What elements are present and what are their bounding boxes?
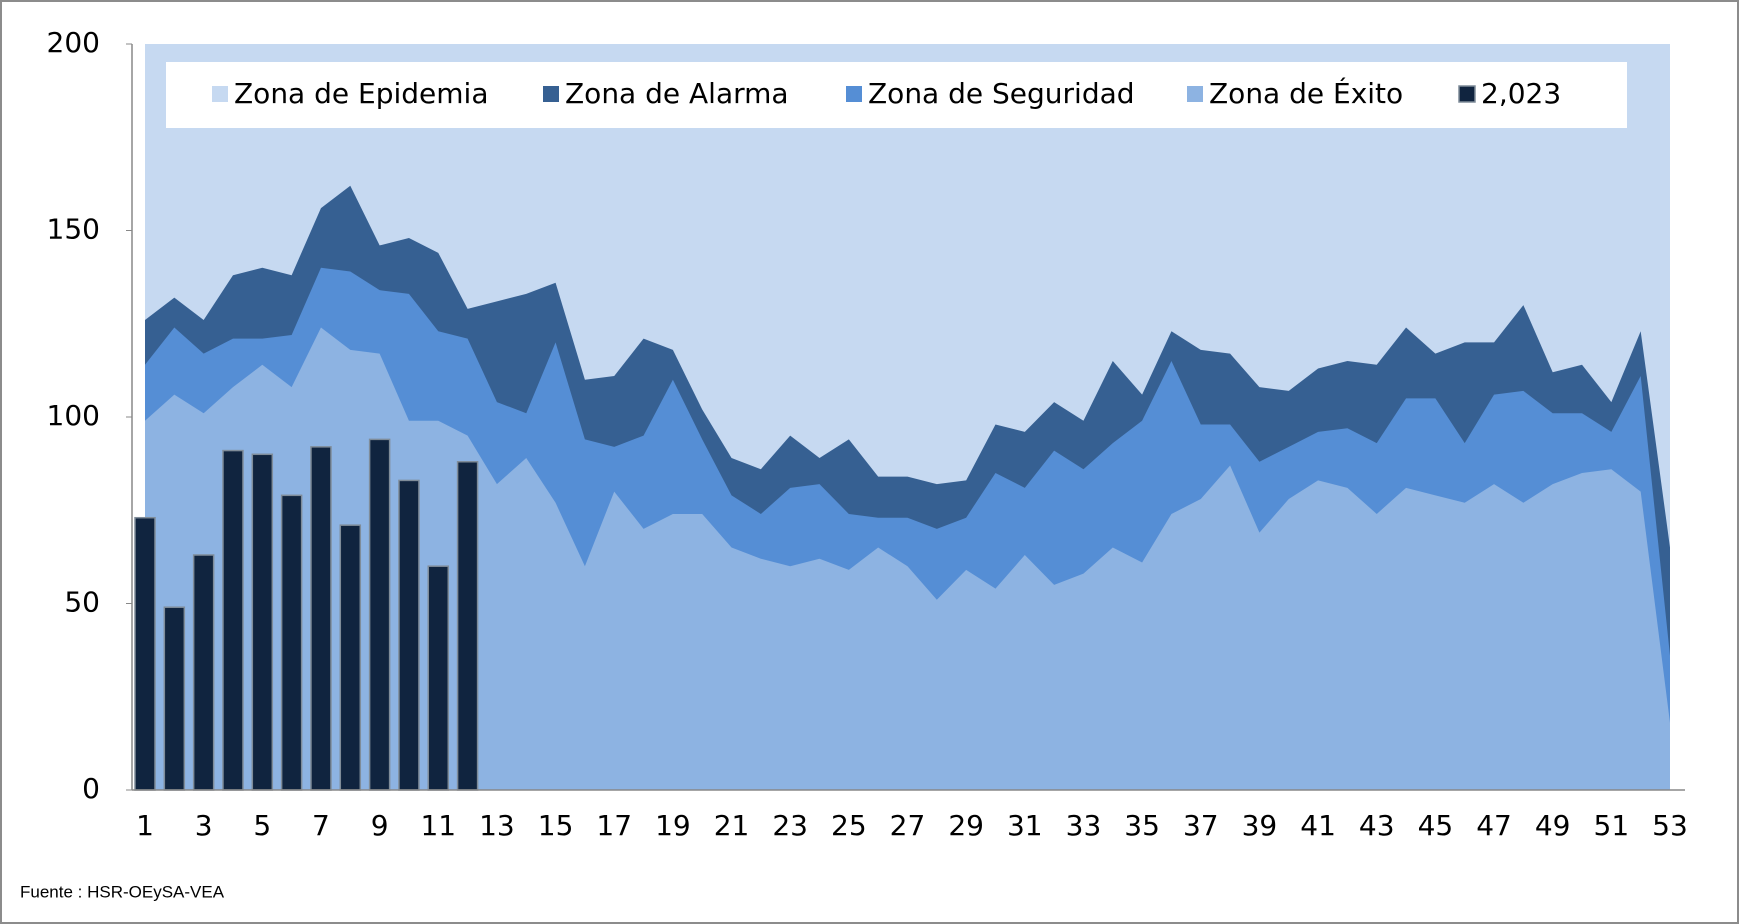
x-tick-label: 45 [1418, 809, 1454, 842]
bar [222, 449, 244, 791]
bar [134, 516, 156, 791]
legend-swatch [846, 86, 862, 102]
legend-swatch [543, 86, 559, 102]
bar [310, 446, 332, 791]
x-tick-label: 29 [948, 809, 984, 842]
legend-swatch [212, 86, 228, 102]
y-tick-label: 100 [47, 399, 100, 432]
bar [427, 565, 450, 791]
bar [163, 606, 186, 791]
legend-swatch [1187, 86, 1203, 102]
legend-box [166, 62, 1627, 128]
bar [398, 479, 420, 791]
x-tick-label: 49 [1535, 809, 1571, 842]
y-tick-label: 150 [47, 213, 100, 246]
legend-swatch [1458, 85, 1476, 103]
x-tick-label: 41 [1300, 809, 1336, 842]
legend-label: Zona de Alarma [565, 77, 789, 110]
bar [192, 554, 215, 791]
legend-label: 2,023 [1481, 77, 1561, 110]
x-tick-label: 27 [890, 809, 926, 842]
x-tick-label: 21 [714, 809, 750, 842]
y-tick-label: 50 [64, 586, 100, 619]
x-tick-label: 39 [1242, 809, 1278, 842]
bar [251, 453, 274, 791]
x-tick-label: 9 [371, 809, 389, 842]
x-tick-label: 25 [831, 809, 867, 842]
bar [368, 438, 391, 791]
legend-label: Zona de Éxito [1209, 76, 1403, 110]
x-tick-label: 23 [772, 809, 808, 842]
x-tick-label: 47 [1476, 809, 1512, 842]
x-tick-label: 53 [1652, 809, 1688, 842]
x-tick-label: 17 [596, 809, 632, 842]
bar [280, 494, 303, 791]
x-tick-label: 13 [479, 809, 515, 842]
area [145, 327, 1670, 790]
x-tick-label: 33 [1066, 809, 1102, 842]
legend-label: Zona de Epidemia [234, 77, 488, 110]
legend: Zona de Epidemia Zona de Alarma Zona de Se… [212, 76, 1561, 110]
bar [339, 524, 362, 791]
source-note: Fuente : HSR-OEySA-VEA [20, 882, 225, 901]
x-tick-label: 51 [1594, 809, 1630, 842]
x-tick-label: 15 [538, 809, 574, 842]
x-tick-label: 5 [253, 809, 271, 842]
x-tick-label: 31 [1007, 809, 1043, 842]
x-tick-label: 3 [195, 809, 213, 842]
x-tick-label: 11 [420, 809, 456, 842]
x-tick-label: 1 [136, 809, 154, 842]
x-tick-label: 35 [1124, 809, 1160, 842]
x-tick-label: 7 [312, 809, 330, 842]
bar [456, 461, 479, 791]
x-tick-label: 43 [1359, 809, 1395, 842]
x-tick-label: 37 [1183, 809, 1219, 842]
y-tick-label: 0 [82, 772, 100, 805]
legend-label: Zona de Seguridad [868, 77, 1135, 110]
x-tick-label: 19 [655, 809, 691, 842]
y-tick-label: 200 [47, 26, 100, 59]
